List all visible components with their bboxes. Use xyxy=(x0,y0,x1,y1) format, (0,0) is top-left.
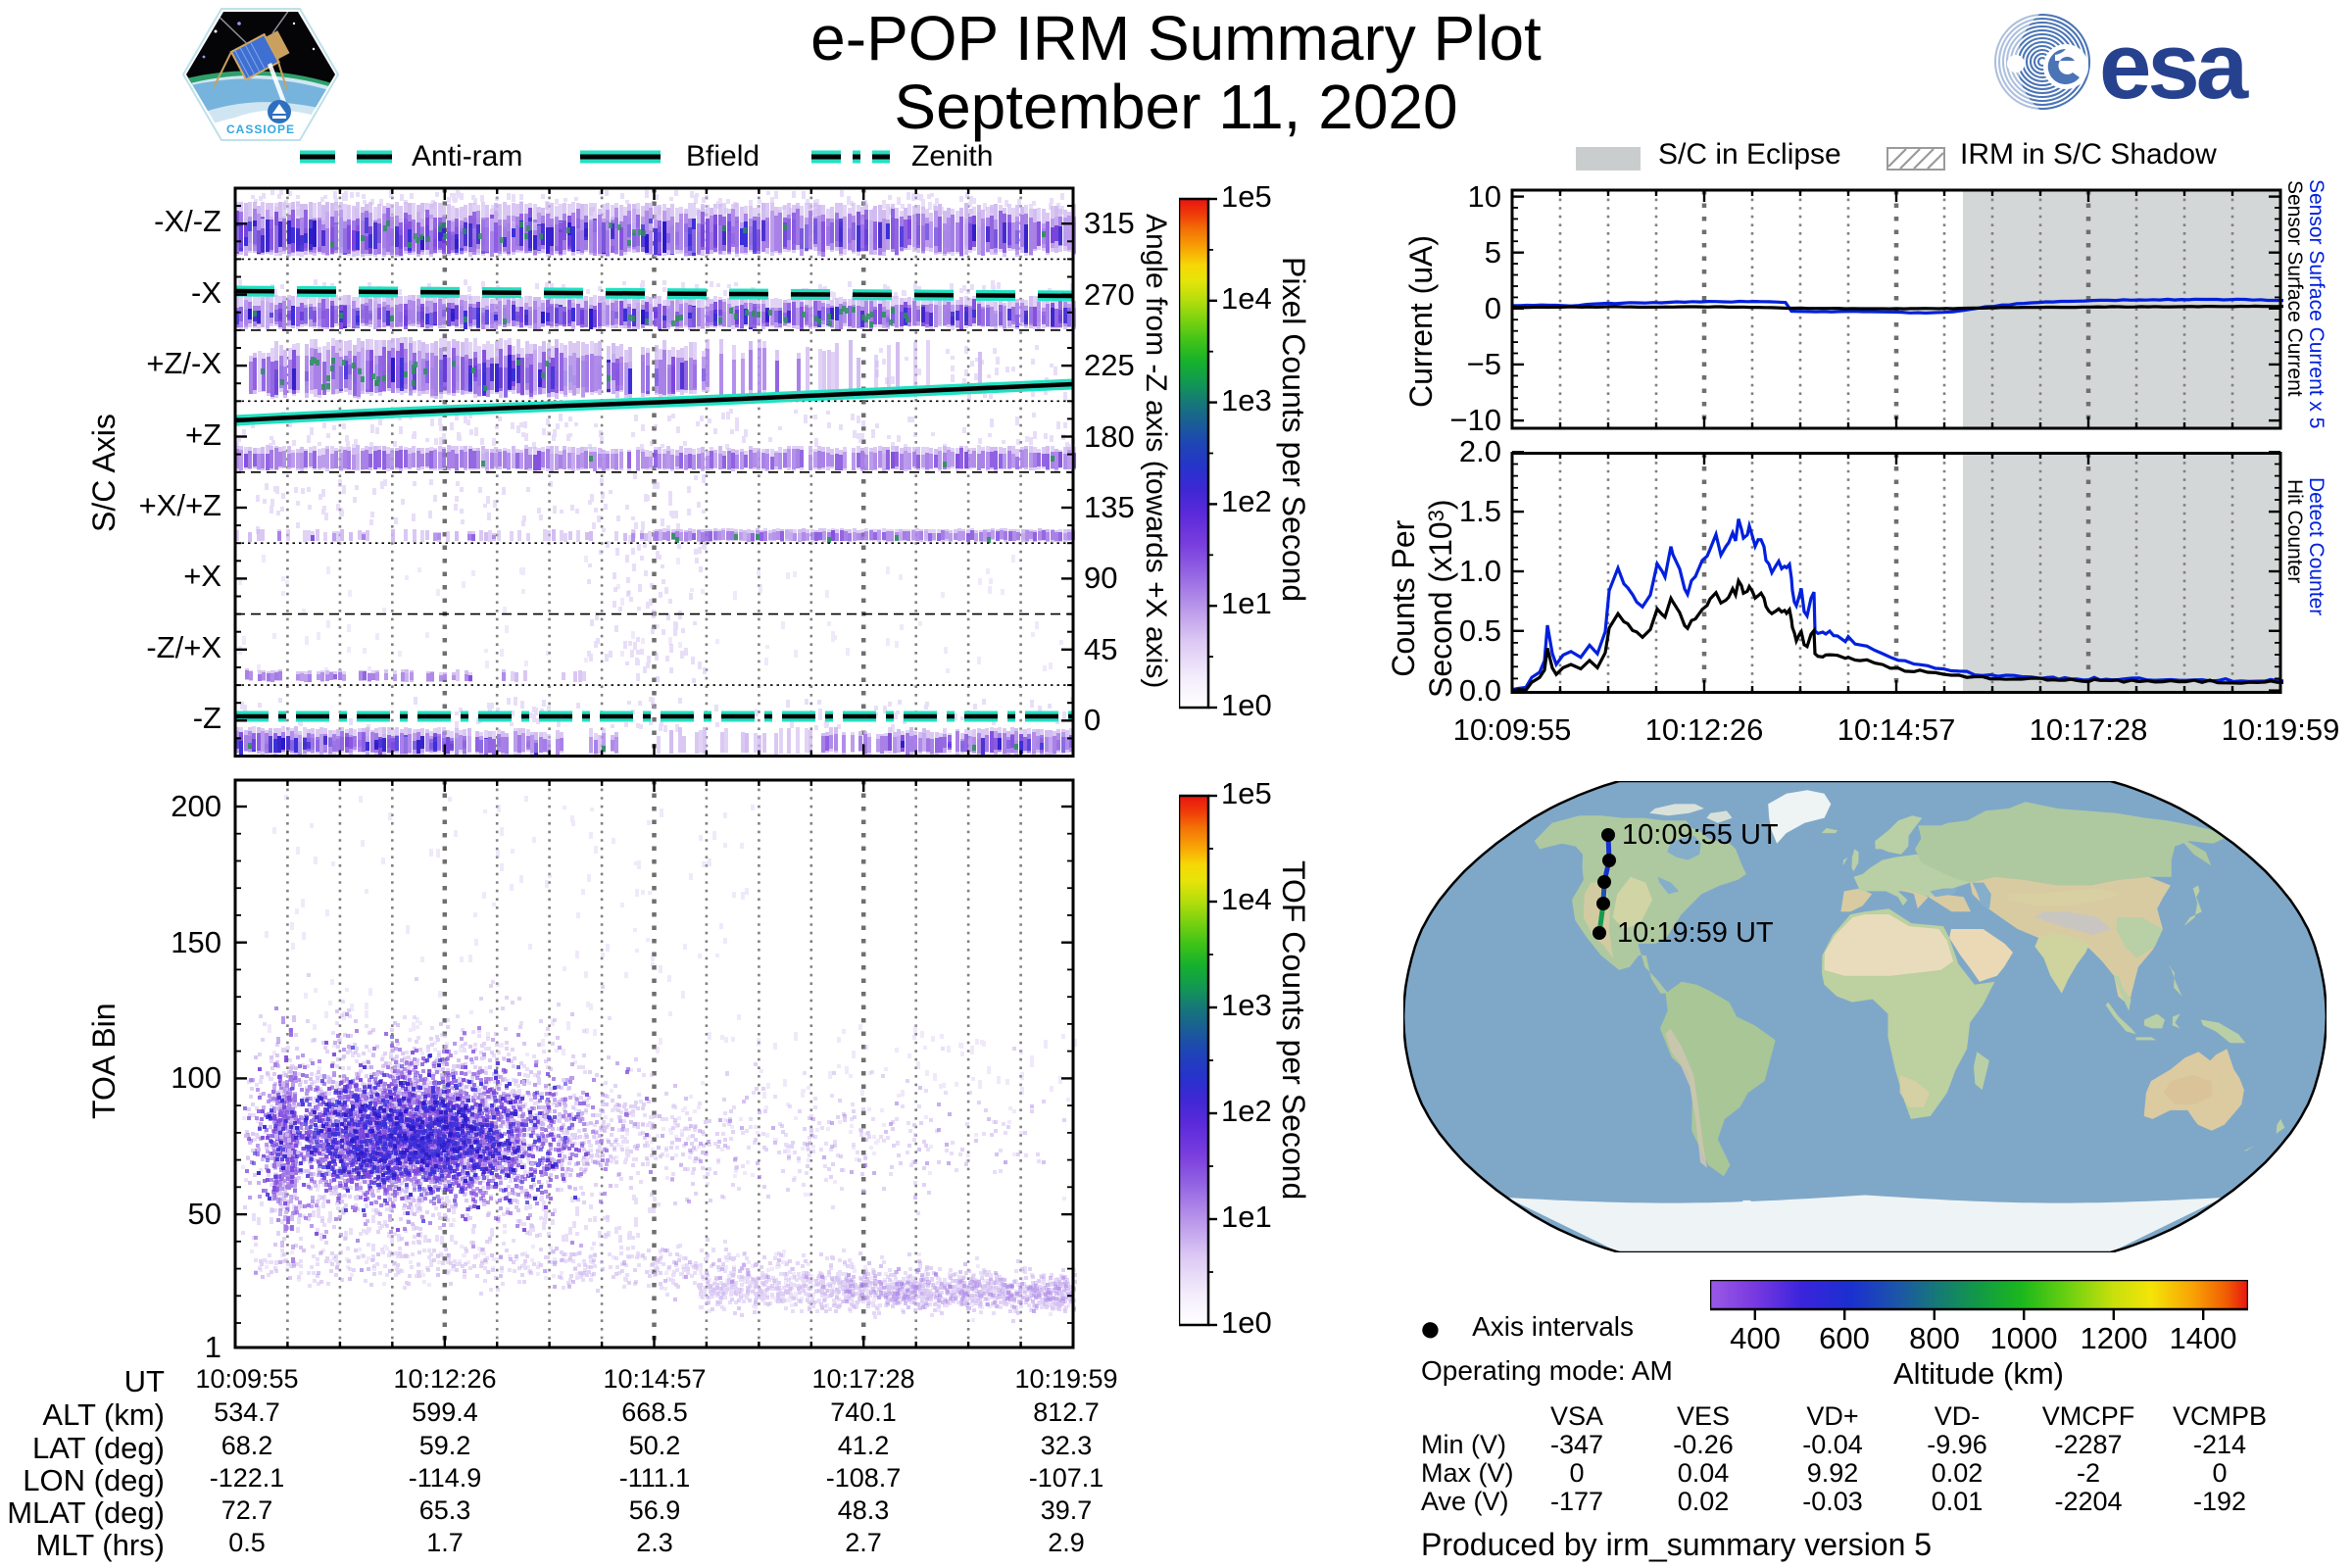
svg-text:esa: esa xyxy=(2099,14,2249,116)
svg-text:CASSIOPE: CASSIOPE xyxy=(226,122,295,136)
